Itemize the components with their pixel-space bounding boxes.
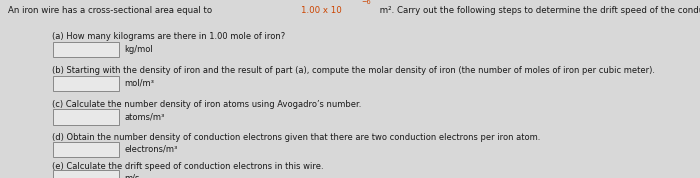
FancyBboxPatch shape [52, 170, 119, 178]
FancyBboxPatch shape [52, 109, 119, 125]
Text: (b) Starting with the density of iron and the result of part (a), compute the mo: (b) Starting with the density of iron an… [52, 66, 655, 75]
Text: electrons/m³: electrons/m³ [125, 145, 178, 154]
Text: m/s: m/s [125, 173, 140, 178]
Text: An iron wire has a cross-sectional area equal to: An iron wire has a cross-sectional area … [8, 6, 216, 15]
Text: kg/mol: kg/mol [125, 45, 153, 54]
Text: 1.00 x 10: 1.00 x 10 [301, 6, 342, 15]
Text: (a) How many kilograms are there in 1.00 mole of iron?: (a) How many kilograms are there in 1.00… [52, 32, 286, 41]
Text: −6: −6 [361, 0, 371, 5]
FancyBboxPatch shape [52, 76, 119, 91]
Text: atoms/m³: atoms/m³ [125, 112, 165, 122]
Text: (c) Calculate the number density of iron atoms using Avogadro’s number.: (c) Calculate the number density of iron… [52, 100, 362, 109]
Text: (d) Obtain the number density of conduction electrons given that there are two c: (d) Obtain the number density of conduct… [52, 134, 541, 143]
Text: m². Carry out the following steps to determine the drift speed of the conduction: m². Carry out the following steps to det… [377, 6, 700, 15]
Text: mol/m³: mol/m³ [125, 79, 155, 88]
Text: (e) Calculate the drift speed of conduction electrons in this wire.: (e) Calculate the drift speed of conduct… [52, 162, 324, 171]
FancyBboxPatch shape [52, 42, 119, 57]
FancyBboxPatch shape [52, 142, 119, 157]
